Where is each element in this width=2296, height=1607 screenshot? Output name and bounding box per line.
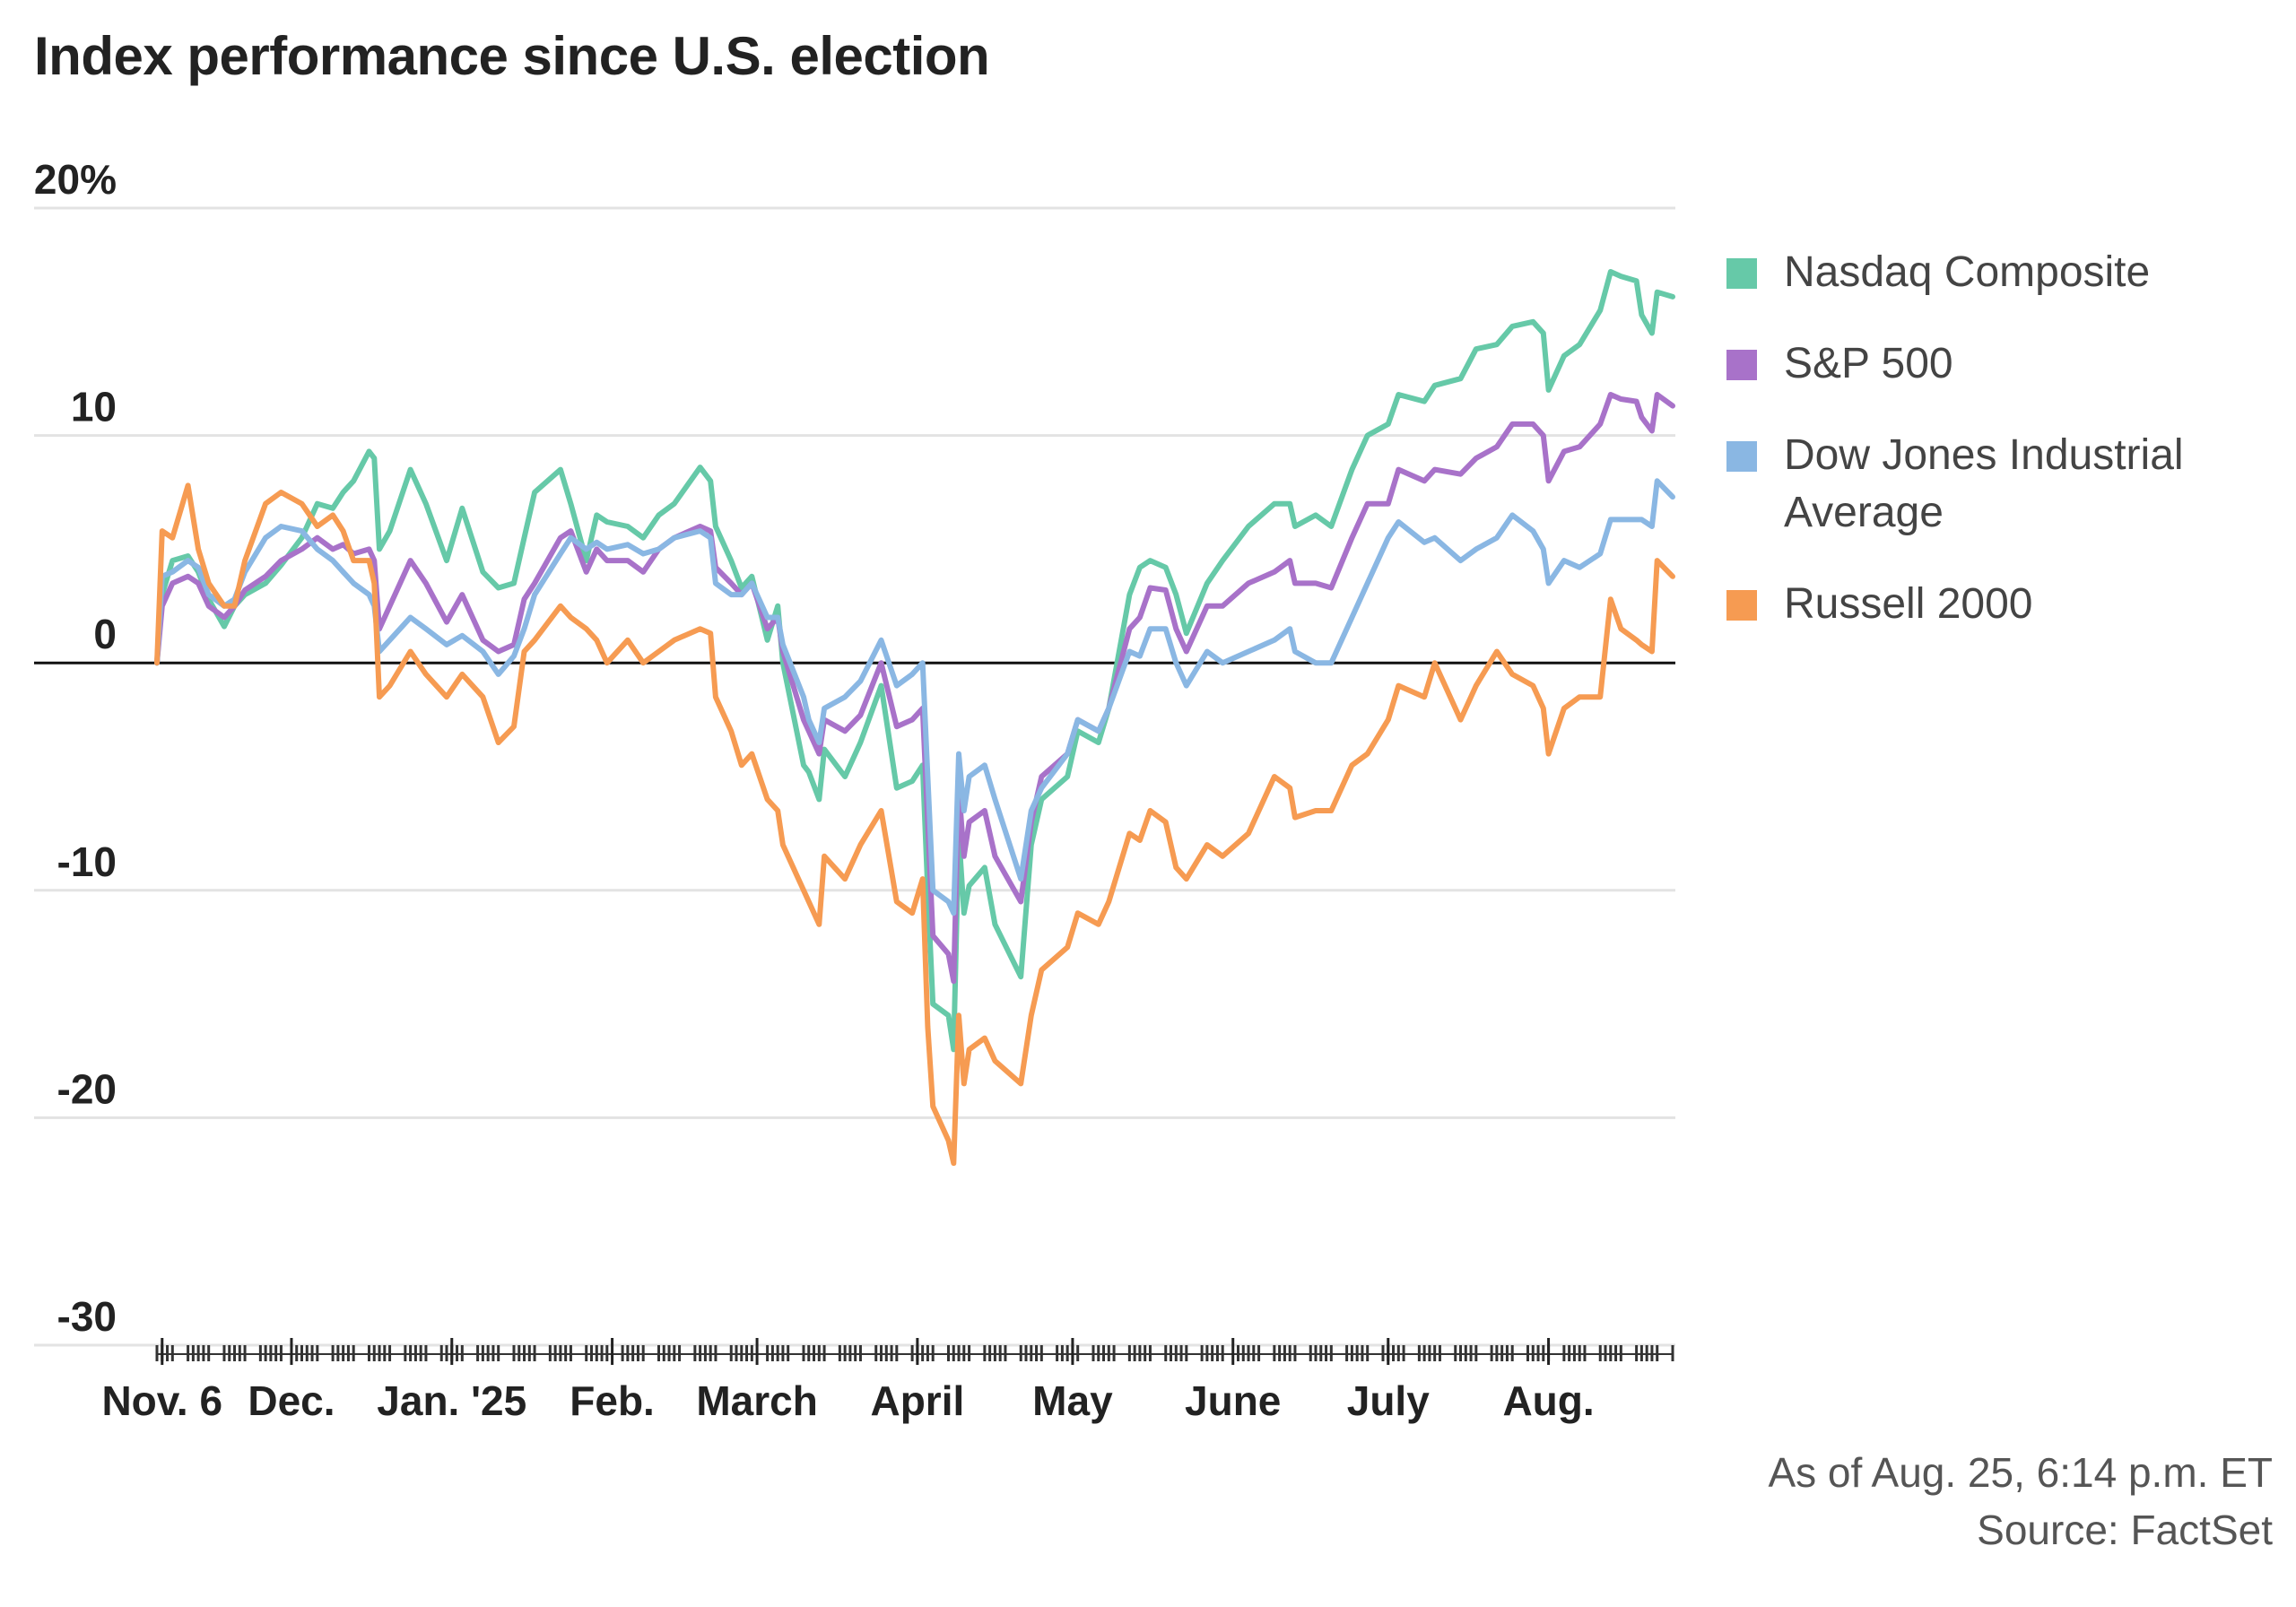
- series-line-s-p-500: [154, 392, 1675, 985]
- x-axis: Nov. 6 Dec. Jan. '25 Feb. March April May June J…: [101, 1338, 1674, 1424]
- legend-swatch: [1726, 350, 1757, 380]
- legend-swatch: [1726, 258, 1757, 289]
- y-tick-label: -20: [57, 1065, 117, 1112]
- legend-label: Dow Jones Industrial Average: [1784, 431, 2184, 536]
- legend-label: Nasdaq Composite: [1784, 248, 2151, 296]
- legend-item: S&P 500: [1726, 335, 2283, 393]
- gridlines: [34, 206, 1675, 1347]
- x-tick-label: June: [1185, 1377, 1281, 1424]
- legend: Nasdaq Composite S&P 500 Dow Jones Industr…: [1726, 244, 2283, 667]
- y-tick-label: -10: [57, 838, 117, 885]
- y-axis-tick-labels: 20% 10 0 -10 -20 -30: [34, 156, 117, 1340]
- y-tick-label: 10: [71, 384, 117, 430]
- legend-item: Russell 2000: [1726, 576, 2283, 633]
- legend-label: Russell 2000: [1784, 580, 2033, 628]
- legend-swatch: [1726, 590, 1757, 621]
- line-chart: 20% 10 0 -10 -20 -30 Nov. 6 Dec. Jan. '25 Feb. Ma…: [34, 156, 1675, 1424]
- legend-item: Dow Jones Industrial Average: [1726, 427, 2283, 542]
- y-tick-label: 0: [93, 611, 117, 657]
- x-tick-label: Dec.: [248, 1377, 335, 1424]
- x-tick-label: April: [870, 1377, 964, 1424]
- series-lines: [154, 269, 1675, 1167]
- y-tick-label: 20%: [34, 156, 117, 203]
- x-tick-label: Nov. 6: [101, 1377, 222, 1424]
- as-of-timestamp: As of Aug. 25, 6:14 p.m. ET: [1768, 1449, 2273, 1496]
- x-tick-label: July: [1347, 1377, 1430, 1424]
- x-tick-label: March: [696, 1377, 817, 1424]
- source-note: Source: FactSet: [1977, 1507, 2273, 1553]
- legend-label: S&P 500: [1784, 340, 1953, 387]
- series-line-russell-2000: [154, 482, 1675, 1167]
- x-tick-label: Jan. '25: [377, 1377, 526, 1424]
- chart-title: Index performance since U.S. election: [34, 26, 990, 86]
- series-line-nasdaq-composite: [154, 269, 1675, 1053]
- x-tick-label: Feb.: [570, 1377, 655, 1424]
- legend-swatch: [1726, 441, 1757, 472]
- series-line-dow-jones-industrial-average: [154, 478, 1675, 916]
- legend-item: Nasdaq Composite: [1726, 244, 2283, 301]
- x-tick-label: Aug.: [1502, 1377, 1594, 1424]
- x-tick-label: May: [1032, 1377, 1113, 1424]
- y-tick-label: -30: [57, 1293, 117, 1340]
- chart-footer: As of Aug. 25, 6:14 p.m. ET Source: Fact…: [1768, 1444, 2273, 1559]
